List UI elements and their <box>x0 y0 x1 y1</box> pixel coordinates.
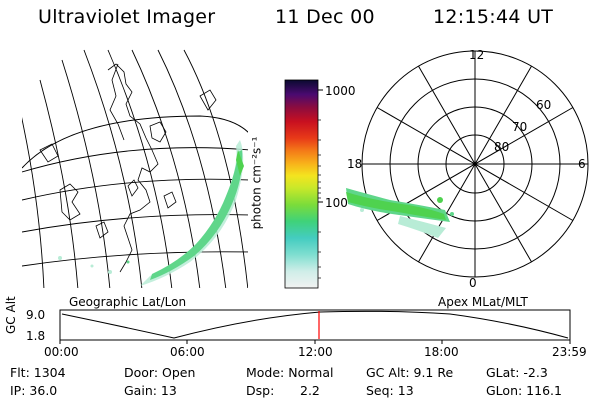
mlt-label-6: 6 <box>578 157 586 171</box>
mlat-label-60: 60 <box>536 98 552 112</box>
info-dsp-value: 2.2 <box>300 383 320 398</box>
altitude-ytick-bottom: 1.8 <box>26 329 46 343</box>
info-glat: GLat: -2.3 <box>486 365 548 380</box>
xtick-0600: 06:00 <box>170 345 205 359</box>
xtick-0000: 00:00 <box>44 345 79 359</box>
info-mode: Mode: Normal <box>246 365 334 380</box>
polar-aurora <box>346 188 454 238</box>
info-door: Door: Open <box>124 365 196 380</box>
mlt-label-0: 0 <box>469 276 477 290</box>
mlat-label-70: 70 <box>512 120 528 134</box>
instrument-title: Ultraviolet Imager <box>38 6 216 28</box>
xtick-2359: 23:59 <box>552 345 587 359</box>
info-gain: Gain: 13 <box>124 383 177 398</box>
altitude-ytick-top: 9.0 <box>26 308 46 322</box>
colorbar-unit-label: photon cm⁻²s⁻¹ <box>249 136 264 230</box>
geographic-map <box>22 49 248 288</box>
mlt-label-12: 12 <box>469 48 485 62</box>
info-seq: Seq: 13 <box>366 383 414 398</box>
info-gc-alt: GC Alt: 9.1 Re <box>366 365 454 380</box>
colorbar-tick-100: 100 <box>325 196 348 210</box>
colorbar <box>284 79 319 289</box>
info-flt: Flt: 1304 <box>10 365 66 380</box>
time-label: 12:15:44 UT <box>433 6 554 28</box>
altitude-ylabel: GC Alt <box>4 296 18 334</box>
info-ip: IP: 36.0 <box>10 383 58 398</box>
mlt-label-18: 18 <box>347 157 363 171</box>
apex-label: Apex MLat/MLT <box>438 295 528 309</box>
altitude-plot <box>59 309 571 344</box>
polar-plot <box>361 50 589 278</box>
colorbar-tick-1000: 1000 <box>325 84 356 98</box>
xtick-1800: 18:00 <box>424 345 459 359</box>
xtick-1200: 12:00 <box>298 345 333 359</box>
geographic-label: Geographic Lat/Lon <box>69 295 187 309</box>
date-label: 11 Dec 00 <box>275 6 375 28</box>
info-glon: GLon: 116.1 <box>486 383 562 398</box>
mlat-label-80: 80 <box>494 140 510 154</box>
info-dsp-label: Dsp: <box>246 383 275 398</box>
